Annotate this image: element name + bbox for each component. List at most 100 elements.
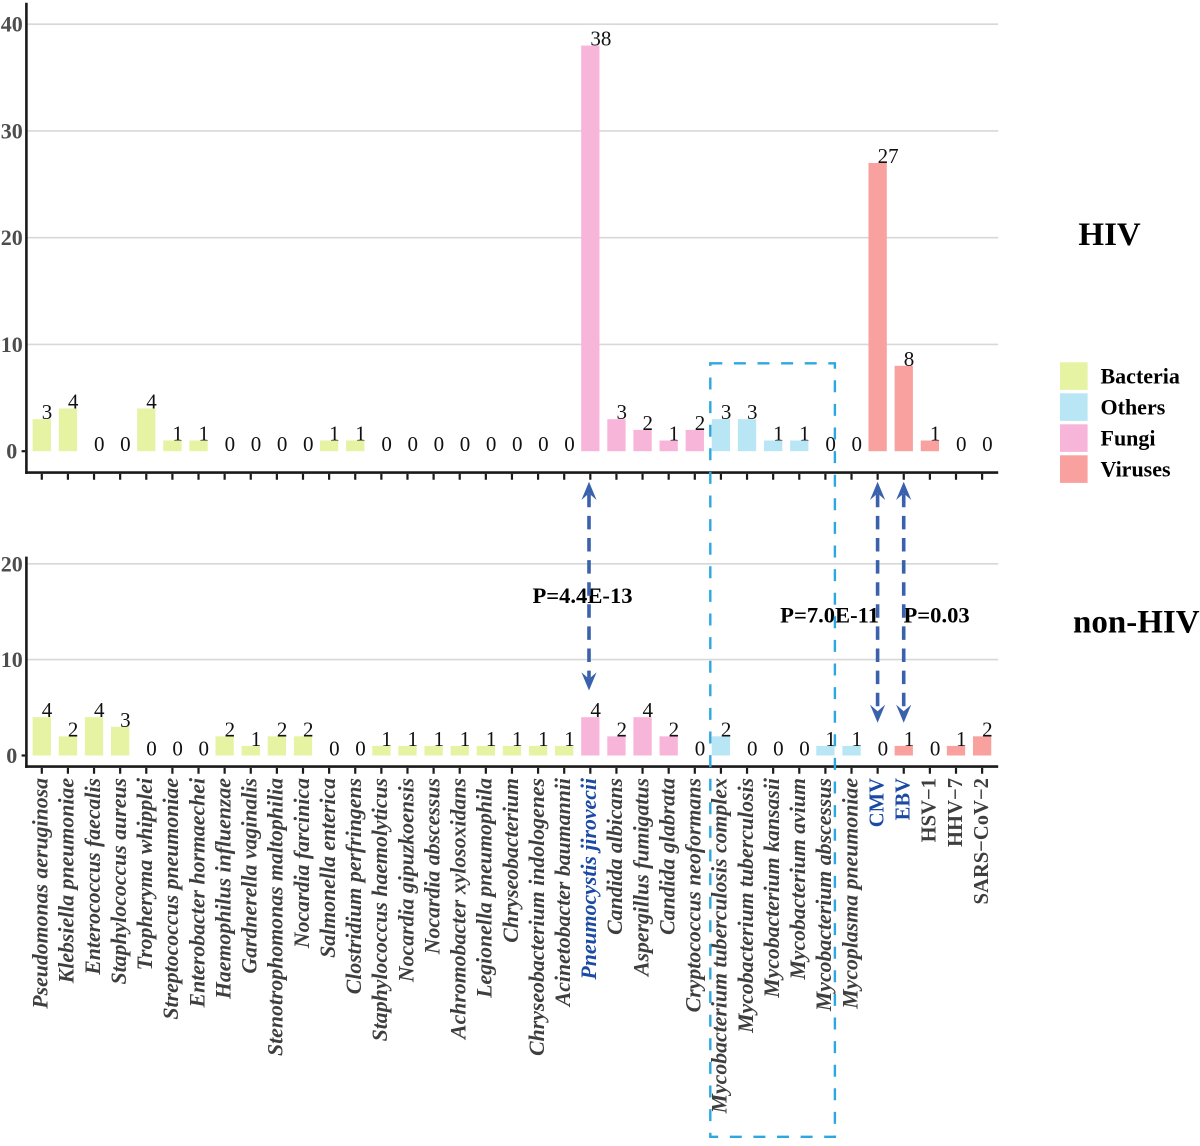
svg-text:0: 0	[564, 432, 575, 456]
svg-text:1: 1	[407, 727, 418, 751]
svg-text:1: 1	[773, 422, 784, 446]
svg-text:2: 2	[721, 717, 732, 741]
svg-text:4: 4	[42, 698, 53, 722]
svg-text:1: 1	[486, 727, 497, 751]
svg-text:2: 2	[643, 411, 654, 435]
svg-text:Clostridium perfringens: Clostridium perfringens	[342, 778, 366, 994]
svg-text:4: 4	[94, 698, 105, 722]
svg-text:1: 1	[355, 422, 366, 446]
svg-text:Candida albicans: Candida albicans	[603, 778, 627, 935]
svg-text:10: 10	[1, 332, 23, 357]
svg-text:2: 2	[695, 411, 706, 435]
svg-text:0: 0	[799, 737, 810, 761]
svg-text:2: 2	[982, 717, 993, 741]
svg-text:1: 1	[564, 727, 575, 751]
svg-text:EBV: EBV	[893, 778, 915, 820]
svg-text:3: 3	[747, 400, 758, 424]
svg-text:Chryseobacterium: Chryseobacterium	[499, 778, 523, 943]
svg-text:0: 0	[825, 432, 836, 456]
svg-text:1: 1	[904, 727, 915, 751]
svg-text:1: 1	[799, 422, 810, 446]
svg-text:0: 0	[852, 432, 863, 456]
svg-text:Legionella pneumophila: Legionella pneumophila	[473, 778, 497, 999]
svg-text:0: 0	[486, 432, 497, 456]
svg-text:P=7.0E-11: P=7.0E-11	[780, 603, 879, 628]
svg-text:Mycobacterium avium: Mycobacterium avium	[786, 778, 810, 981]
svg-text:Aspergillus fumigatus: Aspergillus fumigatus	[629, 778, 653, 978]
svg-text:0: 0	[434, 432, 445, 456]
svg-text:Enterococcus faecalis: Enterococcus faecalis	[81, 778, 105, 976]
svg-text:Mycobacterium tuberculosis: Mycobacterium tuberculosis	[734, 778, 758, 1034]
svg-text:0: 0	[303, 432, 314, 456]
svg-text:Mycobacterium kansasii: Mycobacterium kansasii	[760, 778, 784, 999]
svg-text:Pneumocystis jirovecii: Pneumocystis jirovecii	[577, 778, 601, 981]
svg-text:Others: Others	[1101, 395, 1166, 420]
svg-text:4: 4	[590, 698, 601, 722]
svg-text:SARS−CoV−2: SARS−CoV−2	[971, 778, 993, 904]
svg-text:Bacteria: Bacteria	[1101, 364, 1180, 389]
svg-text:20: 20	[1, 551, 23, 576]
svg-text:1: 1	[669, 422, 680, 446]
svg-text:38: 38	[590, 27, 611, 51]
svg-text:Gardnerella vaginalis: Gardnerella vaginalis	[238, 778, 262, 974]
svg-text:1: 1	[512, 727, 522, 751]
svg-text:20: 20	[1, 225, 23, 250]
svg-text:1: 1	[930, 422, 941, 446]
svg-text:0: 0	[956, 432, 967, 456]
svg-text:0: 0	[747, 737, 758, 761]
svg-text:P=4.4E-13: P=4.4E-13	[532, 583, 632, 608]
svg-text:HSV−1: HSV−1	[919, 778, 941, 842]
svg-text:HIV: HIV	[1078, 217, 1141, 253]
svg-text:0: 0	[460, 432, 471, 456]
svg-text:0: 0	[773, 737, 784, 761]
svg-text:2: 2	[277, 717, 288, 741]
svg-text:Salmonella enterica: Salmonella enterica	[316, 778, 340, 958]
svg-text:0: 0	[381, 432, 392, 456]
svg-text:Enterobacter hormaechei: Enterobacter hormaechei	[185, 778, 209, 1008]
svg-text:Mycobacterium tuberculosis com: Mycobacterium tuberculosis complex	[708, 778, 732, 1115]
svg-text:1: 1	[329, 422, 340, 446]
svg-text:Achromobacter xylosoxidans: Achromobacter xylosoxidans	[447, 778, 471, 1041]
svg-text:0: 0	[695, 737, 706, 761]
svg-text:Nocardia abscessus: Nocardia abscessus	[420, 778, 444, 955]
svg-text:0: 0	[120, 432, 131, 456]
svg-text:Fungi: Fungi	[1101, 426, 1156, 451]
svg-text:0: 0	[6, 743, 17, 768]
svg-text:0: 0	[930, 737, 941, 761]
svg-text:Cryptococcus neoformans: Cryptococcus neoformans	[682, 778, 706, 1012]
svg-text:0: 0	[146, 737, 157, 761]
svg-text:Streptococcus pneumoniae: Streptococcus pneumoniae	[159, 778, 183, 1020]
svg-text:P=0.03: P=0.03	[904, 603, 970, 628]
svg-text:0: 0	[512, 432, 522, 456]
svg-text:3: 3	[721, 400, 732, 424]
svg-text:1: 1	[852, 727, 863, 751]
svg-text:0: 0	[407, 432, 418, 456]
svg-text:0: 0	[6, 439, 17, 464]
svg-text:2: 2	[68, 717, 79, 741]
svg-text:3: 3	[42, 400, 53, 424]
svg-text:2: 2	[225, 717, 236, 741]
svg-text:0: 0	[199, 737, 210, 761]
svg-text:Nocardia gipuzkoensis: Nocardia gipuzkoensis	[394, 778, 418, 983]
svg-text:1: 1	[251, 727, 262, 751]
svg-text:0: 0	[538, 432, 549, 456]
svg-text:2: 2	[616, 717, 627, 741]
svg-text:Chryseobacterium indologenes: Chryseobacterium indologenes	[525, 778, 549, 1056]
svg-text:1: 1	[956, 727, 967, 751]
svg-text:0: 0	[355, 737, 366, 761]
svg-text:3: 3	[120, 708, 131, 732]
svg-text:1: 1	[172, 422, 183, 446]
svg-text:8: 8	[904, 347, 915, 371]
svg-text:4: 4	[146, 390, 157, 414]
svg-text:0: 0	[225, 432, 236, 456]
svg-text:Mycoplasma pneumoniae: Mycoplasma pneumoniae	[838, 778, 862, 1010]
svg-text:Candida glabrata: Candida glabrata	[655, 778, 679, 935]
svg-text:1: 1	[381, 727, 392, 751]
svg-text:0: 0	[329, 737, 340, 761]
svg-text:4: 4	[68, 390, 79, 414]
svg-text:27: 27	[878, 144, 899, 168]
svg-text:Mycobacterium abscessus: Mycobacterium abscessus	[812, 778, 836, 1012]
svg-text:2: 2	[669, 717, 680, 741]
svg-text:1: 1	[199, 422, 210, 446]
svg-text:Viruses: Viruses	[1101, 457, 1172, 482]
